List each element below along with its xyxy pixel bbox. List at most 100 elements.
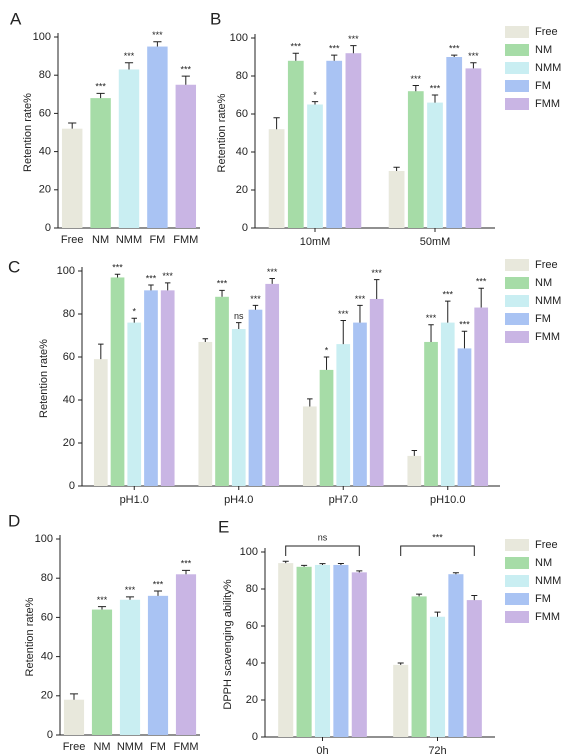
legend-label: Free <box>535 539 558 551</box>
error-bar <box>411 450 418 456</box>
y-tick-label: 80 <box>246 583 258 595</box>
significance-label: *** <box>459 320 470 330</box>
bar <box>388 171 405 228</box>
x-tick-label: 50mM <box>420 236 451 248</box>
legend-label: FMM <box>535 98 560 110</box>
error-bar <box>470 62 477 69</box>
error-bar <box>97 606 107 610</box>
error-bar <box>98 343 104 360</box>
legend-swatch <box>505 575 529 587</box>
bar <box>393 664 409 737</box>
legend-label: FM <box>535 593 551 605</box>
error-bar <box>124 62 134 70</box>
error-bar <box>397 662 404 665</box>
bracket <box>285 545 360 556</box>
significance-label: *** <box>181 559 192 569</box>
error-bar <box>181 569 191 575</box>
bar <box>474 307 489 486</box>
legend-label: FM <box>535 313 551 325</box>
significance-label: ns <box>234 311 244 321</box>
bar <box>231 329 246 486</box>
bar <box>110 277 125 486</box>
significance-label: *** <box>468 51 479 61</box>
panel-label: B <box>210 9 221 28</box>
significance-label: *** <box>152 30 163 40</box>
bar <box>427 102 443 228</box>
bracket <box>400 545 475 556</box>
significance-label: *** <box>430 83 441 93</box>
x-tick-label: Free <box>63 741 86 753</box>
x-tick-label: FMM <box>173 234 198 246</box>
legend-swatch <box>505 80 529 92</box>
bar <box>248 309 263 486</box>
y-tick-label: 80 <box>39 69 51 81</box>
bar <box>147 46 168 228</box>
significance-label: *** <box>97 595 108 605</box>
y-tick-label: 60 <box>63 351 75 363</box>
significance-label: *** <box>112 263 123 273</box>
error-bar <box>323 356 330 370</box>
error-bar <box>181 75 190 85</box>
x-tick-label: NM <box>93 741 110 753</box>
error-bar <box>292 52 299 61</box>
legend-swatch <box>505 62 529 74</box>
error-bar <box>416 593 423 597</box>
significance-label: *** <box>162 271 173 281</box>
error-bar <box>373 279 380 299</box>
bar <box>296 566 312 737</box>
bar <box>175 574 197 735</box>
legend-label: FM <box>535 80 551 92</box>
bar <box>147 595 169 735</box>
error-bar <box>445 300 451 323</box>
bar <box>302 406 317 486</box>
legend-swatch <box>505 98 529 110</box>
x-tick-label: pH10.0 <box>430 494 465 506</box>
error-bar <box>331 54 338 61</box>
significance-label: *** <box>355 294 366 304</box>
legend-swatch <box>505 295 529 307</box>
legend-swatch <box>505 26 529 38</box>
legend-label: NMM <box>535 62 561 74</box>
bar <box>411 596 427 737</box>
y-tick-label: 100 <box>240 546 258 558</box>
error-bar <box>471 594 478 601</box>
y-tick-label: 0 <box>47 729 53 741</box>
bar <box>215 296 229 486</box>
bar <box>63 699 85 735</box>
bracket-label: ns <box>318 532 328 542</box>
error-bar <box>148 284 154 291</box>
bar <box>127 322 142 486</box>
bar <box>91 609 113 735</box>
bar <box>369 298 384 486</box>
legend-label: NM <box>535 44 552 56</box>
panel-label: E <box>218 517 229 536</box>
error-bar <box>269 278 275 284</box>
significance-label: *** <box>153 579 164 589</box>
y-tick-label: 80 <box>41 572 53 584</box>
error-bar <box>478 287 484 308</box>
legend-label: NMM <box>535 295 561 307</box>
panel-label: D <box>8 511 20 530</box>
bar <box>314 564 331 737</box>
x-tick-label: pH1.0 <box>120 494 149 506</box>
bar <box>466 600 482 737</box>
x-tick-label: 10mM <box>300 236 331 248</box>
x-tick-label: pH7.0 <box>329 494 358 506</box>
y-tick-label: 0 <box>45 222 51 234</box>
bar <box>429 616 446 737</box>
significance-label: *** <box>348 34 359 44</box>
significance-label: *** <box>371 268 382 278</box>
error-bar <box>357 304 363 323</box>
error-bar <box>461 330 468 349</box>
y-tick-label: 20 <box>39 184 51 196</box>
bar <box>457 348 472 486</box>
error-bar <box>340 319 346 345</box>
y-tick-label: 60 <box>236 108 248 120</box>
significance-label: *** <box>329 43 340 53</box>
significance-label: *** <box>181 65 192 75</box>
bar <box>268 129 285 228</box>
y-tick-label: 80 <box>236 70 248 82</box>
significance-label: *** <box>449 43 460 53</box>
bar <box>326 60 343 228</box>
